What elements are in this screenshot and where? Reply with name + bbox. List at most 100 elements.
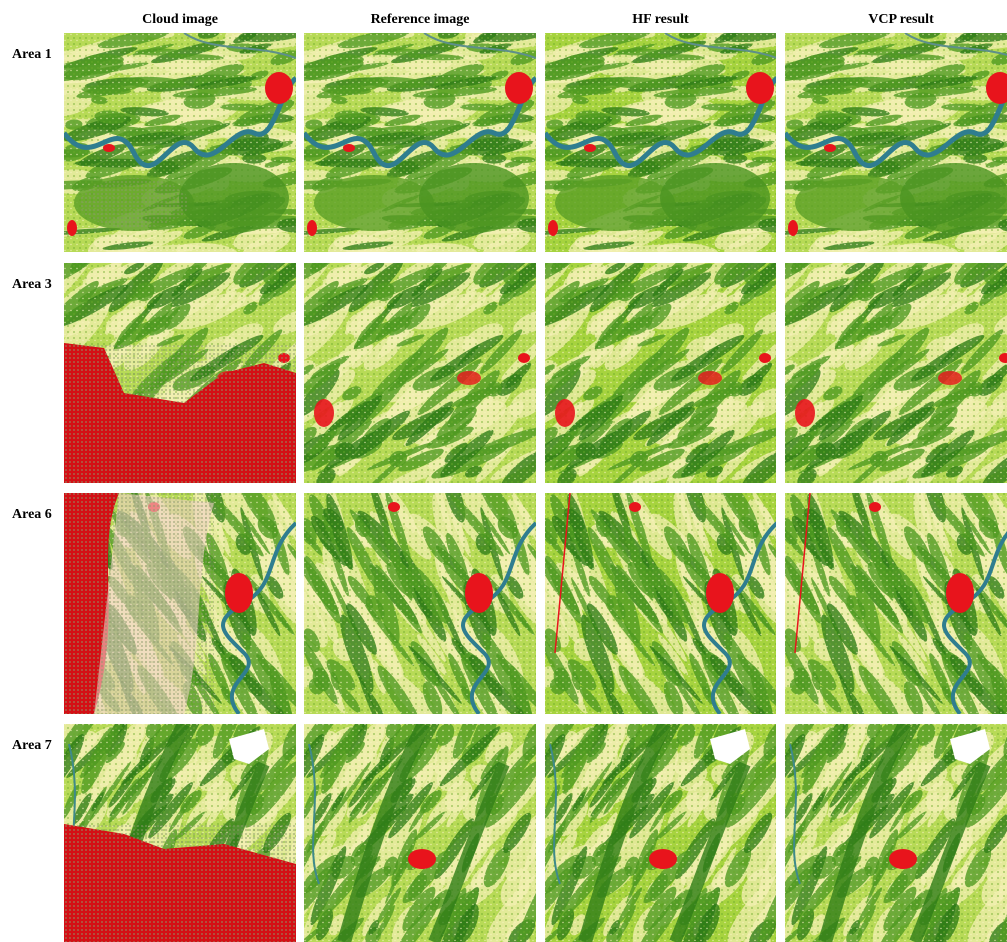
cloud-texture xyxy=(64,824,296,942)
urban xyxy=(505,72,533,104)
urban xyxy=(314,399,334,427)
river xyxy=(221,521,296,714)
texture xyxy=(545,263,776,483)
texture xyxy=(304,493,536,714)
map-panel xyxy=(545,724,776,942)
urban xyxy=(889,849,917,869)
column-header: VCP result xyxy=(868,12,934,27)
map-panel xyxy=(545,33,776,252)
map-panel xyxy=(304,493,536,714)
stripe xyxy=(554,493,571,654)
cloud-texture xyxy=(64,493,214,714)
urban xyxy=(824,144,836,152)
map-panel xyxy=(785,263,1007,483)
river xyxy=(702,521,776,714)
urban xyxy=(698,371,722,385)
river xyxy=(64,76,296,169)
column-header: Reference image xyxy=(371,12,470,27)
river xyxy=(942,531,1007,714)
ridge xyxy=(337,724,431,942)
river xyxy=(308,743,320,885)
urban xyxy=(795,399,815,427)
urban xyxy=(465,573,493,613)
urban xyxy=(746,72,774,104)
urban xyxy=(649,849,677,869)
river xyxy=(789,743,801,885)
forest xyxy=(314,175,434,231)
no-data xyxy=(229,729,269,764)
forest xyxy=(555,175,675,231)
map-panel xyxy=(785,33,1007,252)
urban xyxy=(869,502,881,512)
forest xyxy=(179,163,289,233)
ridge xyxy=(818,724,912,942)
urban xyxy=(408,849,436,869)
urban xyxy=(555,399,575,427)
texture xyxy=(545,724,776,942)
no-data xyxy=(710,729,750,764)
map-panel xyxy=(304,263,536,483)
river xyxy=(904,33,1007,56)
ridge xyxy=(428,761,510,942)
urban xyxy=(706,573,734,613)
column-header: HF result xyxy=(632,12,689,27)
urban xyxy=(388,502,400,512)
texture xyxy=(785,263,1007,483)
no-data xyxy=(950,729,990,764)
forest xyxy=(795,175,915,231)
map-panel xyxy=(64,724,296,942)
map-panel xyxy=(545,493,776,714)
urban xyxy=(788,220,798,236)
river xyxy=(664,33,776,59)
map-panel xyxy=(64,493,296,714)
river xyxy=(183,33,296,59)
urban xyxy=(225,573,253,613)
river xyxy=(785,87,1007,169)
urban xyxy=(265,72,293,104)
river xyxy=(549,743,561,885)
row-label: Area 6 xyxy=(12,507,52,522)
map-panel xyxy=(304,33,536,252)
map-panel xyxy=(64,263,296,483)
forest xyxy=(900,163,1007,233)
urban xyxy=(457,371,481,385)
cloud-residue xyxy=(79,178,189,228)
map-panel xyxy=(304,724,536,942)
ridge xyxy=(669,761,751,942)
map-panel xyxy=(785,493,1007,714)
urban xyxy=(584,144,596,152)
texture xyxy=(304,724,536,942)
urban xyxy=(629,502,641,512)
urban xyxy=(518,353,530,363)
texture xyxy=(304,263,536,483)
map-panel xyxy=(545,263,776,483)
texture xyxy=(785,493,1007,714)
river xyxy=(304,76,536,169)
texture xyxy=(545,493,776,714)
map-panel xyxy=(64,33,296,252)
forest xyxy=(660,163,770,233)
forest xyxy=(419,163,529,233)
urban xyxy=(946,573,974,613)
river xyxy=(545,76,776,169)
row-label: Area 1 xyxy=(12,47,52,62)
cloud-texture xyxy=(64,343,296,483)
urban xyxy=(999,353,1007,363)
row-label: Area 7 xyxy=(12,738,52,753)
urban xyxy=(938,371,962,385)
urban xyxy=(307,220,317,236)
stripe xyxy=(794,493,811,654)
urban xyxy=(759,353,771,363)
river xyxy=(461,521,536,714)
ridge xyxy=(909,761,991,942)
map-panel xyxy=(785,724,1007,942)
urban xyxy=(548,220,558,236)
river xyxy=(423,33,536,59)
urban xyxy=(103,144,115,152)
ridge xyxy=(578,724,672,942)
row-label: Area 3 xyxy=(12,277,52,292)
urban xyxy=(67,220,77,236)
urban xyxy=(986,72,1007,104)
